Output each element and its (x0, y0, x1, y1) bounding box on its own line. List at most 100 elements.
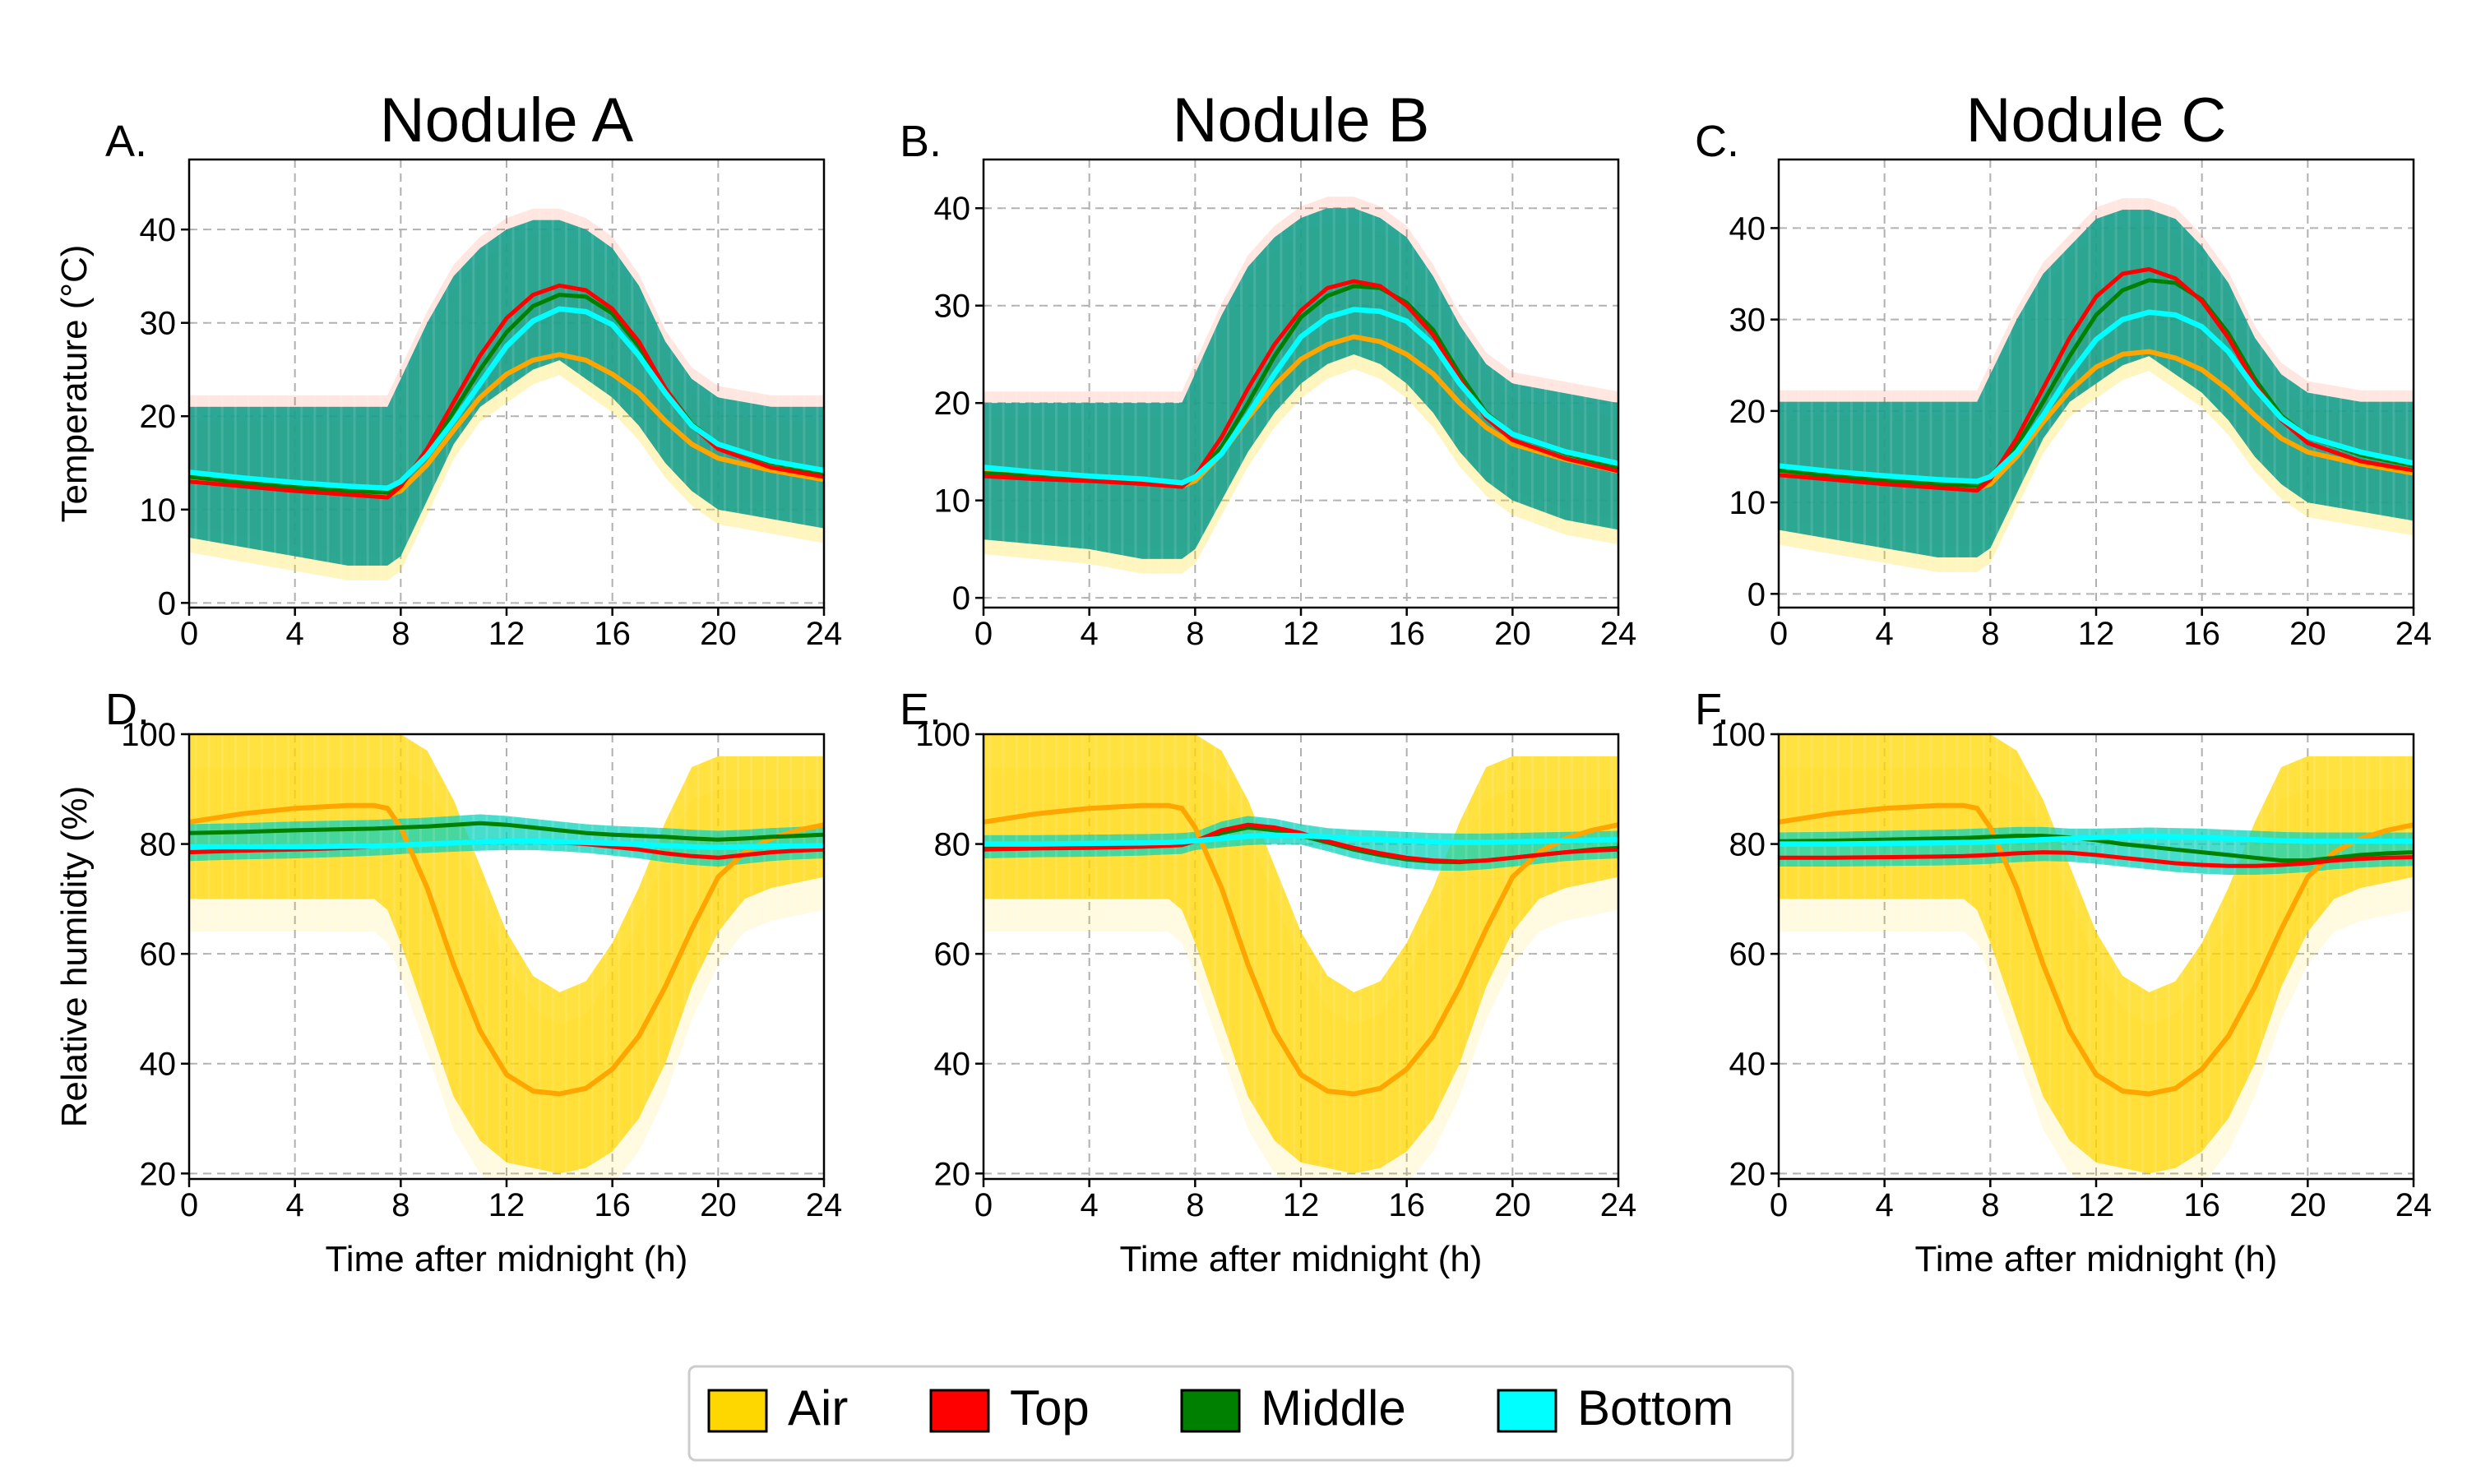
y-tick-label: 40 (934, 191, 971, 227)
y-tick-label: 30 (140, 306, 177, 342)
x-tick-label: 24 (2395, 616, 2432, 652)
x-tick-label: 0 (1770, 616, 1788, 652)
y-tick-label: 20 (934, 1156, 971, 1192)
series-line-bottom (189, 838, 824, 850)
y-tick-label: 80 (140, 827, 177, 863)
series-line-bottom (984, 307, 1618, 486)
plot-area-F (1779, 734, 2414, 1179)
y-tick-label: 30 (1729, 303, 1766, 339)
x-tick-label: 12 (1283, 616, 1320, 652)
x-axis-label: Time after midnight (h) (1120, 1239, 1483, 1279)
legend-swatch-bottom (1497, 1389, 1557, 1433)
series-line-top (984, 822, 1618, 864)
y-tick-label: 0 (158, 585, 176, 622)
x-tick-label: 8 (1186, 1187, 1204, 1223)
series-line-bottom (1779, 833, 2414, 847)
panel-label: C. (1695, 117, 1739, 166)
x-tick-label: 16 (594, 616, 631, 652)
x-tick-label: 0 (1770, 1187, 1788, 1223)
x-tick-label: 24 (1600, 1187, 1637, 1223)
y-tick-label: 40 (1729, 1047, 1766, 1083)
series-line-bottom (189, 306, 824, 491)
y-tick-label: 30 (934, 289, 971, 325)
y-tick-label: 40 (1729, 210, 1766, 247)
sensor-scatter-band (984, 816, 1618, 871)
bottom-scatter-band (984, 208, 1618, 559)
y-tick-label: 100 (121, 717, 176, 753)
x-tick-label: 4 (286, 616, 304, 652)
plot-area-B (984, 159, 1618, 608)
panel-label: E. (900, 685, 942, 734)
legend: Air Top Middle Bottom (687, 1365, 1794, 1462)
x-tick-label: 20 (1494, 616, 1531, 652)
y-axis-label: Temperature (°C) (54, 245, 95, 523)
series-line-bottom (984, 832, 1618, 847)
x-tick-label: 20 (1494, 1187, 1531, 1223)
x-tick-label: 16 (594, 1187, 631, 1223)
x-tick-label: 8 (391, 1187, 410, 1223)
panel-label: F. (1695, 685, 1729, 734)
series-line-air (189, 802, 824, 1097)
y-tick-label: 60 (1729, 936, 1766, 973)
x-tick-label: 8 (391, 616, 410, 652)
plot-area-D (189, 734, 824, 1179)
legend-swatch-top (929, 1389, 990, 1433)
y-tick-label: 20 (934, 386, 971, 422)
panel-A: 0 4 8 12 16 20 24 0 10 20 30 40 A. Nodule A Temperatur… (54, 86, 842, 652)
x-tick-label: 12 (2078, 1187, 2115, 1223)
series-line-air (984, 802, 1618, 1097)
x-axis-label: Time after midnight (h) (1915, 1239, 2278, 1279)
y-tick-label: 40 (934, 1047, 971, 1083)
x-tick-label: 20 (2289, 1187, 2326, 1223)
y-tick-label: 0 (1747, 576, 1766, 613)
x-tick-label: 0 (180, 1187, 198, 1223)
x-tick-label: 20 (700, 1187, 737, 1223)
series-line-top (1779, 850, 2414, 868)
legend-label-middle: Middle (1261, 1380, 1406, 1435)
legend-label-top: Top (1010, 1380, 1090, 1435)
legend-label-air: Air (788, 1380, 848, 1435)
x-tick-label: 8 (1981, 616, 1999, 652)
x-tick-label: 4 (1081, 616, 1099, 652)
legend-swatch-middle (1180, 1389, 1241, 1433)
x-tick-label: 0 (974, 616, 993, 652)
x-tick-label: 0 (974, 1187, 993, 1223)
x-tick-label: 12 (488, 1187, 525, 1223)
panel-title: Nodule C (1966, 86, 2227, 155)
panel-title: Nodule A (380, 86, 634, 155)
y-tick-label: 20 (1729, 1156, 1766, 1192)
x-tick-label: 0 (180, 616, 198, 652)
y-axis-label: Relative humidity (%) (54, 786, 95, 1128)
panel-C: 0 4 8 12 16 20 24 0 10 20 30 40 C. Nodule C (1695, 86, 2432, 652)
y-tick-label: 60 (140, 936, 177, 973)
plot-area-A (189, 159, 824, 608)
x-tick-label: 12 (1283, 1187, 1320, 1223)
x-tick-label: 20 (2289, 616, 2326, 652)
x-tick-label: 8 (1981, 1187, 1999, 1223)
x-tick-label: 16 (1388, 1187, 1425, 1223)
plot-area-C (1779, 159, 2414, 608)
plot-area-E (984, 734, 1618, 1179)
series-line-bottom (1779, 309, 2414, 484)
x-tick-label: 4 (1081, 1187, 1099, 1223)
x-tick-label: 4 (1876, 1187, 1894, 1223)
sensor-scatter-band-cyan (984, 816, 1618, 871)
bottom-scatter-band (1779, 210, 2414, 557)
x-tick-label: 8 (1186, 616, 1204, 652)
y-tick-label: 40 (140, 212, 177, 248)
y-tick-label: 20 (1729, 394, 1766, 430)
y-tick-label: 100 (1710, 717, 1766, 753)
x-tick-label: 16 (2183, 616, 2220, 652)
panel-label: A. (105, 117, 147, 166)
y-tick-label: 10 (140, 492, 177, 529)
x-tick-label: 16 (2183, 1187, 2220, 1223)
x-tick-label: 16 (1388, 616, 1425, 652)
series-line-middle (1779, 834, 2414, 863)
y-tick-label: 80 (1729, 827, 1766, 863)
x-tick-label: 12 (2078, 616, 2115, 652)
